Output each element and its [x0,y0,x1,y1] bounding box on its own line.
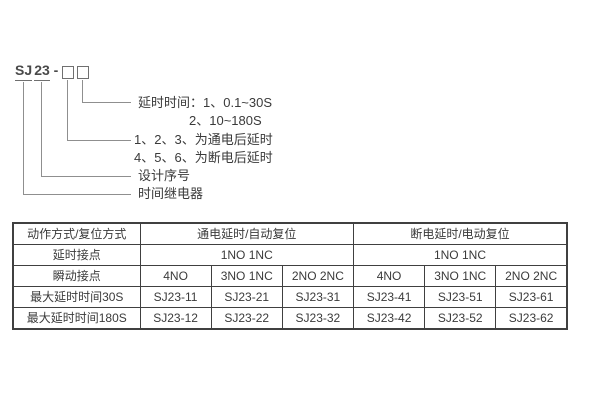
annotation-design-serial: 设计序号 [138,168,191,183]
row-label-delay-contacts: 延时接点 [12,244,141,266]
row-label-max-delay-30s: 最大延时时间30S [12,286,141,308]
connector-line-design-vertical [41,82,42,176]
group-header-deenergize-delay: 断电延时/电动复位 [352,222,568,245]
connector-line-prefix-horizontal [23,194,131,195]
table-row-delay-contacts: 延时接点 1NO 1NC 1NO 1NC [12,244,568,266]
instant-contacts-cell: 4NO [139,265,212,287]
model-number-cell: SJ23-21 [210,286,283,308]
model-number-cell: SJ23-61 [495,286,568,308]
connector-line-box2-vertical [82,80,83,102]
model-prefix: SJ [15,63,32,81]
instant-contacts-cell: 2NO 2NC [495,265,568,287]
model-number-cell: SJ23-22 [210,307,283,330]
row-label-action-mode: 动作方式/复位方式 [12,222,141,245]
annotation-delay-time-range-1: 延时时间：1、0.1~30S [138,95,273,110]
model-digit-box-2 [77,66,89,79]
model-number-cell: SJ23-42 [352,307,426,330]
model-number-cell: SJ23-12 [139,307,212,330]
model-number-cell: SJ23-52 [424,307,497,330]
annotation-relay-type: 时间继电器 [138,186,204,201]
model-number-cell: SJ23-11 [139,286,212,308]
instant-contacts-cell: 4NO [352,265,426,287]
annotation-off-delay-codes: 4、5、6、为断电后延时 [134,150,273,165]
model-number-cell: SJ23-51 [424,286,497,308]
instant-contacts-cell: 3NO 1NC [210,265,283,287]
delay-contacts-deenergize: 1NO 1NC [352,244,568,266]
instant-contacts-cell: 3NO 1NC [424,265,497,287]
annotation-on-delay-codes: 1、2、3、为通电后延时 [134,132,273,147]
table-row-max-delay-30s: 最大延时时间30S SJ23-11 SJ23-21 SJ23-31 SJ23-4… [12,286,568,308]
spec-table: 动作方式/复位方式 通电延时/自动复位 断电延时/电动复位 延时接点 1NO 1… [12,222,568,330]
connector-line-box2-horizontal [82,102,131,103]
model-number-cell: SJ23-62 [495,307,568,330]
group-header-energize-delay: 通电延时/自动复位 [139,222,354,245]
model-number-cell: SJ23-31 [281,286,354,308]
model-number-cell: SJ23-32 [281,307,354,330]
model-separator: - [53,62,59,78]
annotation-delay-time-range-2: 2、10~180S [189,113,262,128]
connector-line-box1-vertical [67,80,68,140]
row-label-instant-contacts: 瞬动接点 [12,265,141,287]
model-design-number: 23 [34,63,50,81]
model-digit-box-1 [62,66,74,79]
connector-line-design-horizontal [41,176,131,177]
connector-line-prefix-vertical [23,82,24,194]
model-number-cell: SJ23-41 [352,286,426,308]
row-label-max-delay-180s: 最大延时时间180S [12,307,141,330]
table-row-action-mode: 动作方式/复位方式 通电延时/自动复位 断电延时/电动复位 [12,222,568,245]
table-row-max-delay-180s: 最大延时时间180S SJ23-12 SJ23-22 SJ23-32 SJ23-… [12,307,568,330]
delay-contacts-energize: 1NO 1NC [139,244,354,266]
connector-line-box1-horizontal [67,140,131,141]
instant-contacts-cell: 2NO 2NC [281,265,354,287]
table-row-instant-contacts: 瞬动接点 4NO 3NO 1NC 2NO 2NC 4NO 3NO 1NC 2NO… [12,265,568,287]
